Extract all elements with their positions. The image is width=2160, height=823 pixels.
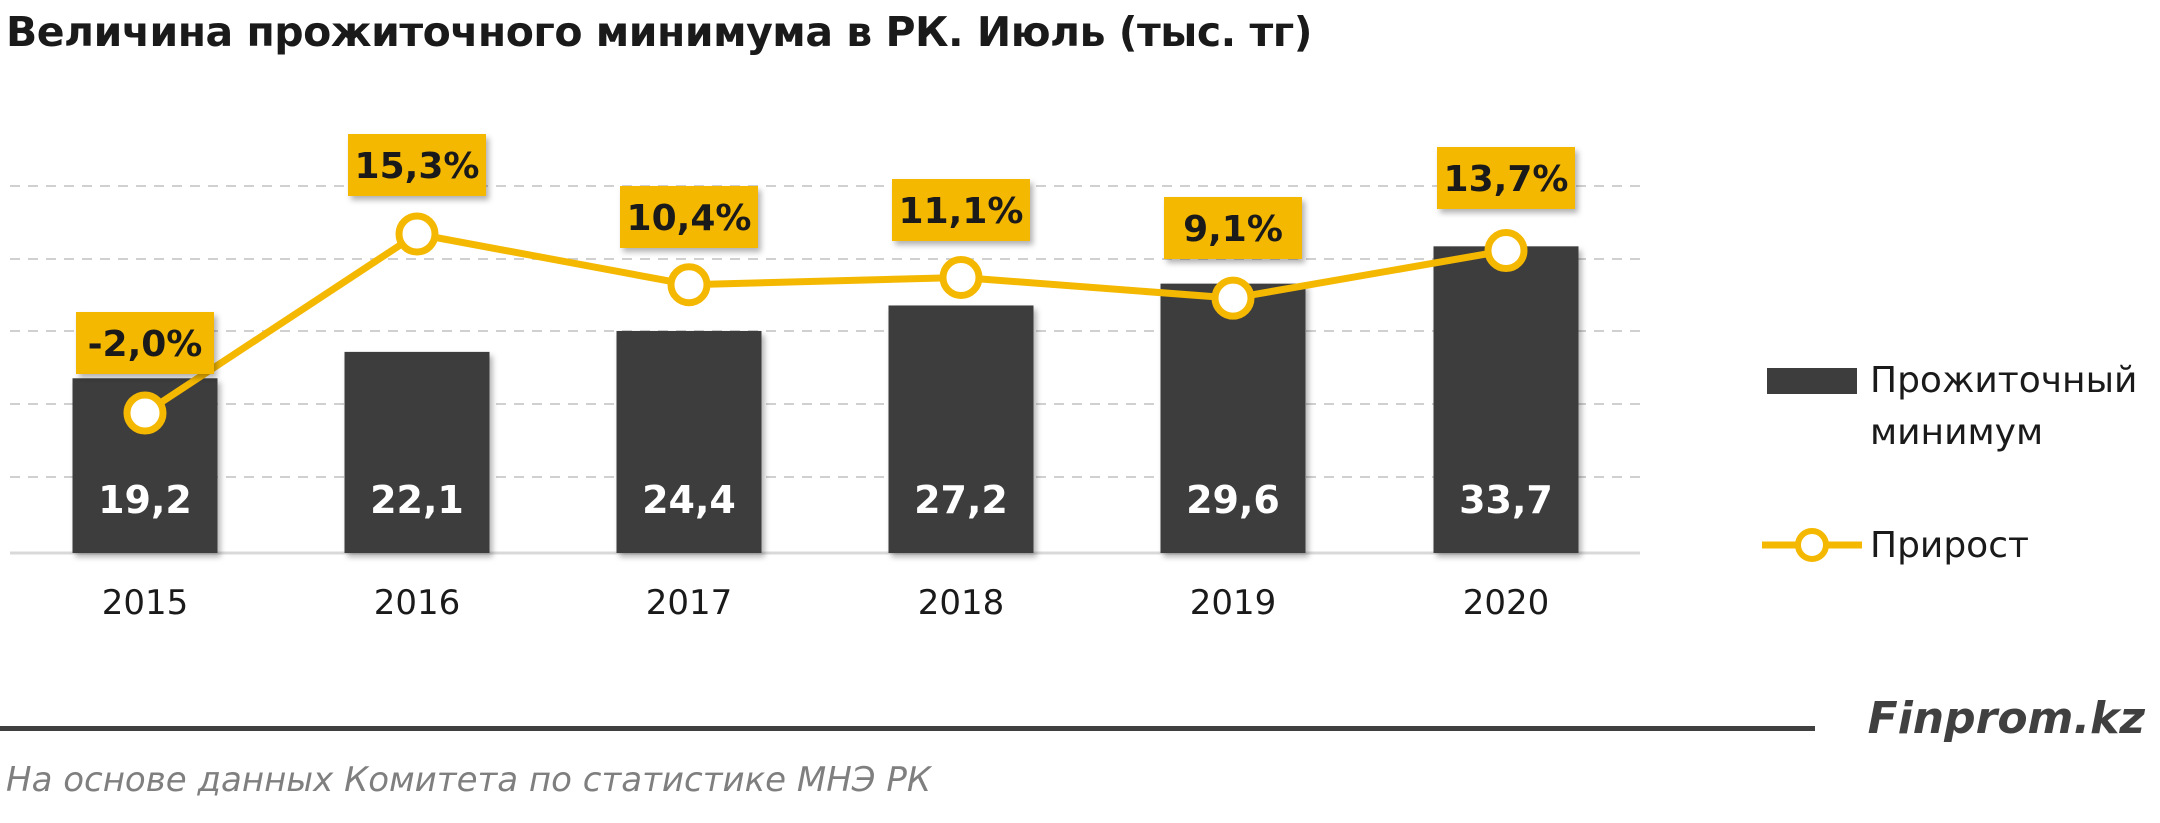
bar-value-label-2019: 29,6 — [1186, 478, 1280, 522]
growth-label-box-2018 — [892, 179, 1030, 241]
bar-value-label-2020: 33,7 — [1459, 478, 1553, 522]
x-tick-label-2019: 2019 — [1190, 583, 1277, 623]
x-tick-label-2018: 2018 — [918, 583, 1005, 623]
chart-title: Величина прожиточного минимума в РК. Июл… — [6, 8, 1312, 56]
legend-bar-label-line2: минимум — [1870, 412, 2044, 453]
growth-label-2019: 9,1% — [1183, 209, 1283, 250]
bar-2019 — [1160, 283, 1306, 553]
bar-value-label-2017: 24,4 — [642, 478, 736, 522]
growth-marker-2016 — [395, 212, 439, 256]
x-tick-label-2017: 2017 — [646, 583, 733, 623]
growth-marker-2019 — [1211, 276, 1255, 320]
growth-label-box-2017 — [620, 186, 758, 248]
growth-label-2016: 15,3% — [355, 146, 480, 187]
growth-marker-2020 — [1484, 229, 1528, 273]
growth-label-box-2015 — [76, 312, 214, 374]
growth-marker-2018 — [939, 255, 983, 299]
bar-value-label-2016: 22,1 — [370, 478, 464, 522]
legend-bar-label: Прожиточный минимум — [1870, 355, 2137, 459]
x-tick-label-2020: 2020 — [1463, 583, 1550, 623]
growth-line — [143, 230, 1507, 416]
growth-marker-2015 — [123, 391, 167, 435]
x-tick-label-2015: 2015 — [102, 583, 189, 623]
growth-label-box-2020 — [1437, 147, 1575, 209]
legend-line-marker — [1795, 528, 1829, 562]
legend-line-label: Прирост — [1870, 525, 2029, 566]
bar-value-label-2015: 19,2 — [98, 478, 192, 522]
bar-2016 — [344, 351, 490, 553]
bar-value-label-2018: 27,2 — [914, 478, 1008, 522]
bar-2020 — [1433, 246, 1579, 553]
legend-bar-swatch — [1767, 368, 1857, 394]
growth-label-box-2016 — [348, 134, 486, 196]
legend-bar-label-line1: Прожиточный — [1870, 360, 2138, 401]
footer-divider — [0, 726, 1815, 731]
growth-label-2017: 10,4% — [627, 198, 752, 239]
growth-marker-2017 — [667, 263, 711, 307]
growth-label-2020: 13,7% — [1444, 159, 1569, 200]
growth-label-box-2019 — [1164, 197, 1302, 259]
growth-label-2015: -2,0% — [88, 324, 203, 365]
source-note: На основе данных Комитета по статистике … — [6, 760, 931, 800]
bar-2017 — [616, 330, 762, 553]
brand-logo-text: Finprom.kz — [1867, 693, 2145, 744]
x-tick-label-2016: 2016 — [374, 583, 461, 623]
growth-label-2018: 11,1% — [899, 191, 1024, 232]
bar-2018 — [888, 305, 1034, 553]
